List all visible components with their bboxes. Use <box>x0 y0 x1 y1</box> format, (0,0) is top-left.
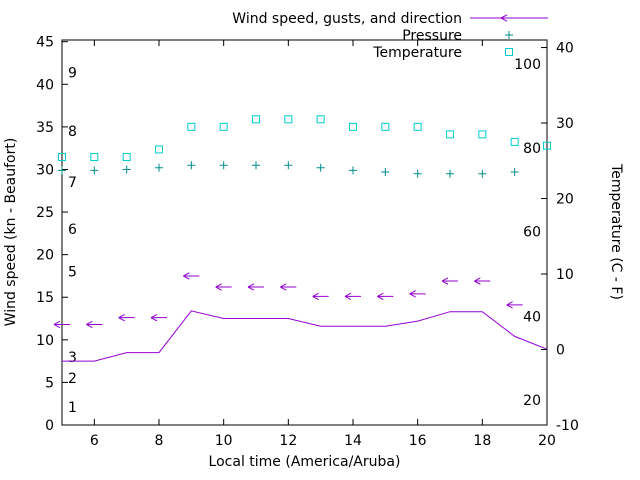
y-left-tick-label: 35 <box>36 120 54 136</box>
beaufort-label: 5 <box>68 265 77 281</box>
beaufort-label: 6 <box>68 222 77 238</box>
legend: Wind speed, gusts, and directionPressure… <box>232 11 548 61</box>
y-left-tick-label: 10 <box>36 333 54 349</box>
y-right-tick-label: 10 <box>556 267 574 283</box>
x-tick-label: 20 <box>538 433 556 449</box>
x-tick-label: 16 <box>409 433 427 449</box>
beaufort-label: 8 <box>68 124 77 140</box>
legend-label: Pressure <box>402 28 462 44</box>
beaufort-label: 2 <box>68 371 77 387</box>
x-tick-label: 8 <box>155 433 164 449</box>
fahrenheit-label: 80 <box>523 141 541 157</box>
fahrenheit-label: 100 <box>514 57 541 73</box>
y-right-tick-label: 0 <box>556 343 565 359</box>
x-tick-label: 6 <box>90 433 99 449</box>
beaufort-label: 7 <box>68 175 77 191</box>
plot-border <box>61 39 548 426</box>
y-left-tick-label: 5 <box>45 375 54 391</box>
x-tick-label: 14 <box>344 433 362 449</box>
x-tick-label: 10 <box>215 433 233 449</box>
x-tick-label: 18 <box>473 433 491 449</box>
fahrenheit-label: 40 <box>523 309 541 325</box>
y-left-tick-label: 15 <box>36 290 54 306</box>
y-right-axis-title: Temperature (C - F) <box>608 163 624 300</box>
beaufort-label: 9 <box>68 65 77 81</box>
x-axis-title: Local time (America/Aruba) <box>209 454 401 470</box>
series-wind-speed <box>62 310 548 362</box>
y-right-tick-label: 30 <box>556 116 574 132</box>
fahrenheit-label: 20 <box>523 393 541 409</box>
fahrenheit-label: 60 <box>523 225 541 241</box>
y-left-tick-label: 45 <box>36 35 54 51</box>
legend-label: Temperature <box>372 45 462 61</box>
y-left-tick-label: 25 <box>36 205 54 221</box>
x-tick-label: 12 <box>279 433 297 449</box>
y-left-axis-title: Wind speed (kn - Beaufort) <box>3 138 19 327</box>
series-temperature <box>58 115 551 162</box>
beaufort-label: 3 <box>68 350 77 366</box>
y-right-tick-label: -10 <box>556 418 579 434</box>
y-left-tick-label: 40 <box>36 77 54 93</box>
y-left-tick-label: 30 <box>36 162 54 178</box>
y-right-tick-label: 20 <box>556 192 574 208</box>
series-gusts-with-direction <box>53 272 523 329</box>
beaufort-label: 1 <box>68 400 77 416</box>
x-axis: 6 8 10 12 14 16 18 20 Local time (America/Aruba) <box>90 40 556 470</box>
y-left-tick-label: 0 <box>45 418 54 434</box>
legend-label: Wind speed, gusts, and direction <box>232 11 462 27</box>
y-right-tick-label: 40 <box>556 41 574 57</box>
y-right-axis: -10 0 10 20 30 40 20 40 60 80 100 Temperature (C - … <box>514 41 624 434</box>
y-left-tick-label: 20 <box>36 248 54 264</box>
series-pressure <box>58 161 519 178</box>
